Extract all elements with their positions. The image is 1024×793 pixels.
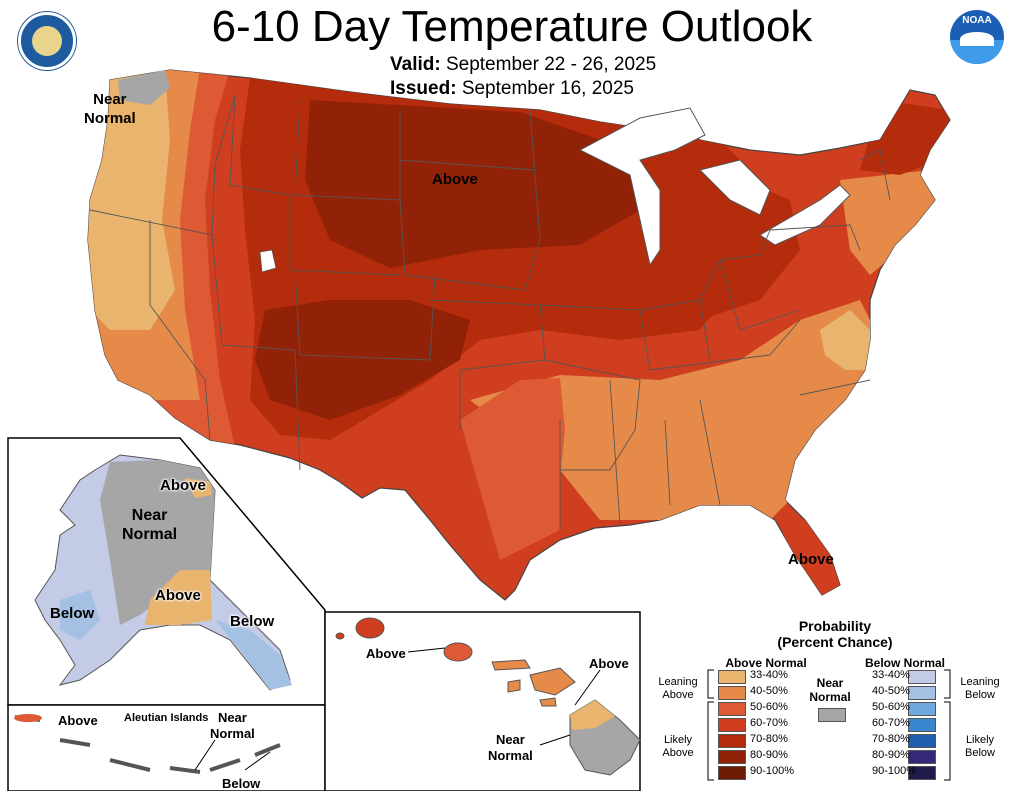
label-hawaii-above-east: Above — [589, 656, 629, 671]
legend-above-swatch — [718, 718, 746, 732]
aleutian-pointer-below — [244, 751, 271, 771]
hawaii-niihau — [335, 632, 345, 640]
legend-leaning-below: Leaning Below — [960, 676, 1000, 701]
legend-above-swatch — [718, 734, 746, 748]
hawaii-kauai — [355, 617, 385, 639]
legend-below-swatch — [908, 734, 936, 748]
hawaii-big-island-above — [570, 700, 615, 730]
aleutian-above-island — [14, 714, 42, 722]
valid-label: Valid: — [390, 54, 441, 75]
label-alaska-below-southeast: Below — [230, 613, 275, 630]
legend-below-swatch — [908, 686, 936, 700]
legend-below-range-label: 40-50% — [872, 685, 910, 697]
legend-bracket-likely-below — [944, 701, 951, 781]
contour-midatlantic-33 — [820, 310, 870, 370]
noaa-logo-text: NOAA — [962, 15, 992, 26]
label-aleutian-islands: Aleutian Islands — [124, 712, 209, 724]
issued-line: Issued: September 16, 2025 — [390, 78, 634, 100]
great-lakes — [578, 107, 851, 267]
legend-below-swatch — [908, 702, 936, 716]
label-aleutian-near-normal: Near Normal — [210, 710, 255, 741]
label-alaska-above-south: Above — [155, 587, 201, 604]
legend-bracket-leaning-above — [707, 669, 714, 699]
legend-title: Probability — [798, 618, 872, 634]
legend-below-swatch — [908, 718, 936, 732]
issued-date: September 16, 2025 — [461, 78, 634, 99]
legend-below-swatch — [908, 670, 936, 684]
contour-florida-60 — [780, 520, 845, 600]
state-borders — [89, 94, 891, 530]
label-hawaii-near-normal: Near Normal — [488, 732, 533, 763]
valid-line: Valid: September 22 - 26, 2025 — [390, 54, 656, 76]
contour-southeast-40 — [470, 300, 880, 530]
label-above-central: Above — [432, 171, 478, 188]
legend-below-range-label: 33-40% — [872, 669, 910, 681]
hawaii-pointer-east — [574, 669, 601, 706]
legend-above-range-label: 33-40% — [750, 669, 788, 681]
us-department-of-commerce-seal-icon — [18, 12, 76, 70]
legend-near-swatch — [818, 708, 846, 722]
legend-above-range-label: 40-50% — [750, 685, 788, 697]
alaska-below-west — [60, 590, 100, 640]
legend-subtitle: (Percent Chance) — [777, 634, 893, 650]
alaska-above-north — [185, 478, 212, 498]
legend-above-range-label: 50-60% — [750, 701, 788, 713]
aleutian-pointer-near — [194, 739, 216, 771]
label-alaska-near-normal: Near Normal — [122, 507, 178, 543]
legend-below-header: Below Normal — [864, 656, 945, 670]
contour-core-80 — [305, 100, 640, 268]
noaa-logo-icon: NOAA — [950, 10, 1004, 64]
legend-likely-above: Likely Above — [662, 734, 694, 759]
legend-above-swatch — [718, 670, 746, 684]
legend-near-header: Near Normal — [809, 676, 851, 704]
legend-below-range-label: 50-60% — [872, 701, 910, 713]
legend-above-header: Above Normal — [725, 656, 807, 670]
contour-southwest-80 — [255, 300, 470, 420]
near-normal-northwest — [118, 70, 170, 105]
contour-northeast-40 — [840, 170, 940, 275]
label-alaska-below-west: Below — [50, 605, 95, 622]
alaska-above-south — [145, 570, 212, 625]
legend-likely-below: Likely Below — [965, 734, 995, 759]
legend-bracket-leaning-below — [944, 669, 951, 699]
legend-below-range-label: 70-80% — [872, 733, 910, 745]
page-title: 6-10 Day Temperature Outlook — [211, 2, 813, 51]
great-salt-lake — [259, 249, 277, 273]
label-alaska-above-north: Above — [160, 477, 206, 494]
label-aleutian-above: Above — [58, 713, 98, 728]
legend-below-swatch — [908, 750, 936, 764]
legend-above-swatch — [718, 702, 746, 716]
label-aleutian-below: Below — [222, 776, 261, 791]
valid-dates: September 22 - 26, 2025 — [445, 54, 657, 75]
alaska-below-southeast — [215, 620, 292, 690]
legend-above-swatch — [718, 766, 746, 780]
legend-below-range-label: 60-70% — [872, 717, 910, 729]
hawaii-pointer-west — [407, 647, 446, 653]
legend-leaning-above: Leaning Above — [658, 676, 698, 701]
legend-above-range-label: 80-90% — [750, 749, 788, 761]
legend-above-range-label: 90-100% — [750, 765, 795, 777]
legend-below-swatch — [908, 766, 936, 780]
hawaii-molokai-maui — [491, 659, 576, 707]
label-hawaii-above-west: Above — [366, 646, 406, 661]
legend-above-swatch — [718, 750, 746, 764]
contour-newengland-70 — [860, 100, 950, 175]
label-near-normal-northwest: Near Normal — [84, 91, 136, 127]
issued-label: Issued: — [390, 78, 457, 99]
hawaii-inset-frame — [324, 611, 641, 791]
legend-bracket-likely-above — [707, 701, 714, 781]
legend-below-range-label: 80-90% — [872, 749, 910, 761]
legend-above-range-label: 60-70% — [750, 717, 788, 729]
contour-southeast-50 — [460, 378, 565, 560]
legend-below-range-label: 90-100% — [872, 765, 917, 777]
legend-above-swatch — [718, 686, 746, 700]
hawaii-oahu — [443, 642, 473, 662]
hawaii-pointer-near — [539, 734, 571, 746]
legend-above-range-label: 70-80% — [750, 733, 788, 745]
label-above-florida: Above — [788, 551, 834, 568]
